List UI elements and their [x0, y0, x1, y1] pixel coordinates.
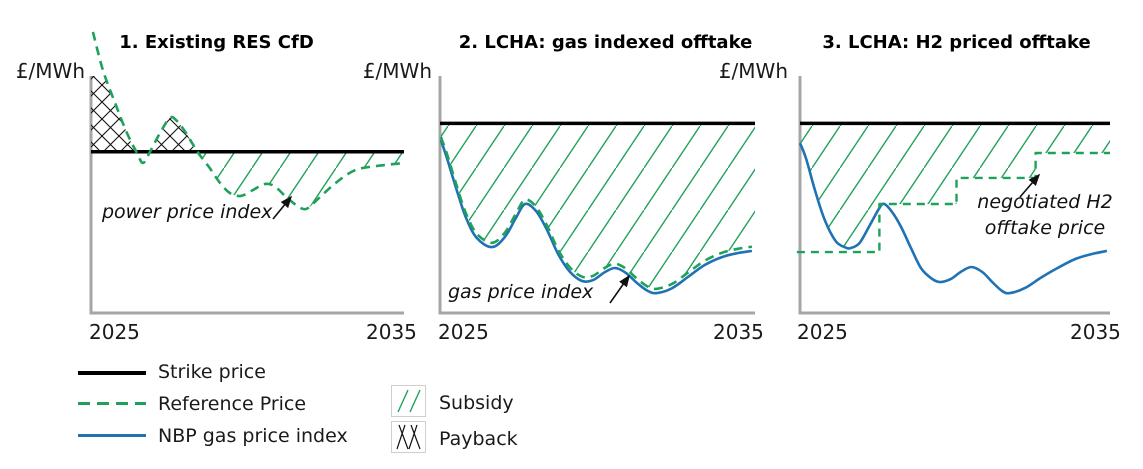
subsidy-hatch-icon [397, 389, 421, 413]
chart-2-axes [438, 76, 755, 315]
payback-hatch-icon [396, 424, 421, 450]
chart-3-x-tick-2025: 2025 [797, 320, 848, 344]
chart-2-title: 2. LCHA: gas indexed offtake [458, 32, 753, 53]
reference-price-power-index-curve [91, 31, 405, 211]
chart-3-x-tick-2035: 2035 [1070, 320, 1121, 344]
chart-1-x-tick-2025: 2025 [89, 320, 140, 344]
legend-subsidy-hatch-swatch [391, 385, 426, 417]
legend-nbp-gas-price-line-swatch [78, 434, 146, 437]
payback-region [91, 76, 136, 152]
subsidy-region [199, 151, 404, 210]
annotation-arrow [272, 195, 293, 220]
legend-payback-label: Payback [439, 428, 518, 450]
payback-region [150, 117, 197, 152]
chart-2-y-axis-label: £/MWh [362, 59, 432, 83]
legend-nbp-gas-price-label: NBP gas price index [158, 425, 348, 447]
subsidy-region [800, 123, 1110, 249]
legend-payback-hatch-swatch [391, 421, 426, 453]
chart-1-x-tick-2035: 2035 [366, 320, 417, 344]
nbp-gas-price-index-curve [439, 139, 753, 295]
chart-3-graphics [796, 76, 1110, 315]
chart-1-annotation-power-price-index: power price index [102, 201, 273, 223]
chart-1-axes [89, 76, 404, 315]
legend-subsidy-label: Subsidy [439, 392, 514, 414]
chart-2-annotation-gas-price-index: gas price index [448, 281, 594, 303]
chart-3-y-axis-label: £/MWh [718, 59, 788, 83]
negotiated-h2-offtake-price-step-curve [796, 151, 1110, 254]
reference-price-gas-index-curve [439, 136, 753, 291]
legend-reference-price-line-swatch [78, 402, 146, 405]
chart-2-x-tick-2025: 2025 [438, 320, 489, 344]
legend-strike-price-line-swatch [78, 371, 146, 375]
legend-reference-price-label: Reference Price [158, 393, 307, 415]
chart-2-graphics [438, 76, 755, 315]
chart-3-annotation-negotiated-h2-offtake-price: negotiated H2 offtake price [977, 191, 1113, 239]
annotation-arrow [609, 274, 630, 304]
chart-3-axes [798, 76, 1110, 315]
subsidy-region [440, 123, 755, 289]
chart-3-title: 3. LCHA: H2 priced offtake [822, 32, 1091, 53]
chart-1-graphics [89, 31, 405, 315]
legend-strike-price-label: Strike price [158, 361, 266, 383]
annotation-arrow [1019, 173, 1041, 198]
chart-1-title: 1. Existing RES CfD [119, 32, 314, 53]
chart-2-x-tick-2035: 2035 [713, 320, 764, 344]
chart-1-y-axis-label: £/MWh [15, 59, 85, 83]
nbp-gas-price-index-curve [798, 142, 1108, 295]
